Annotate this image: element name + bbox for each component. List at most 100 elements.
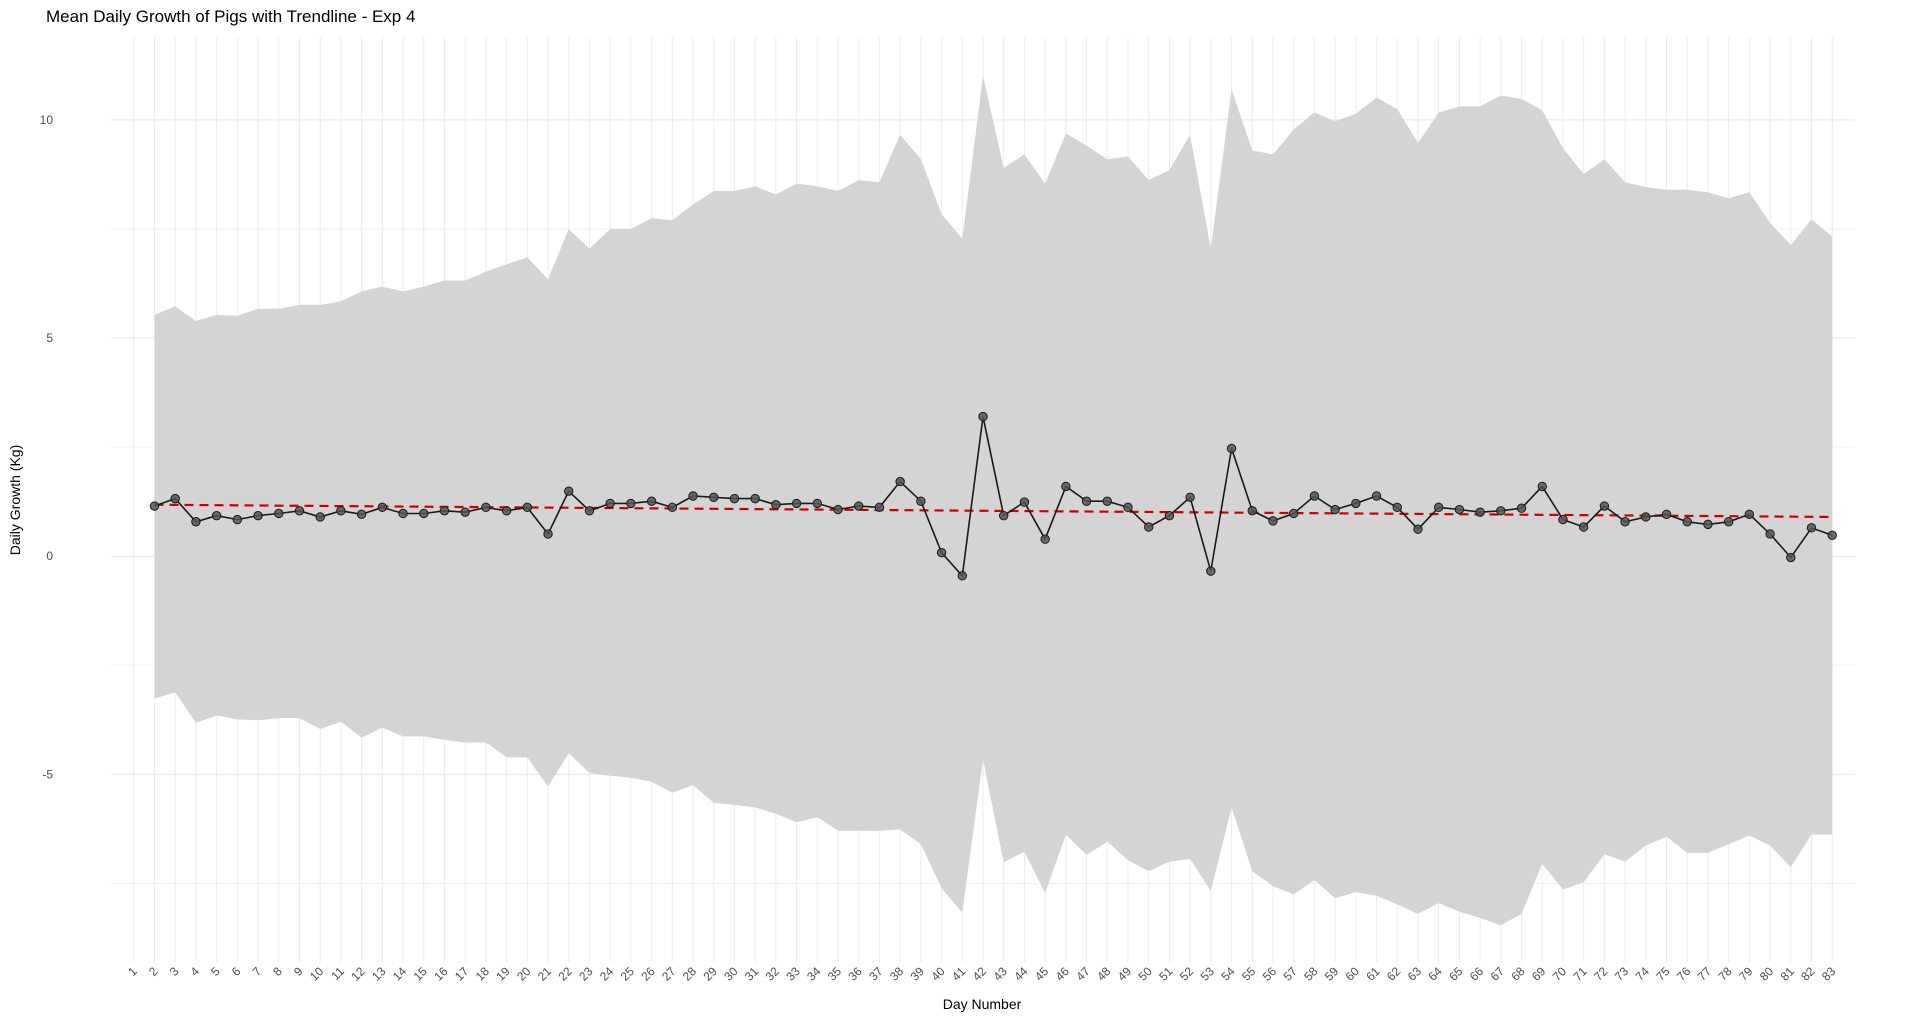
mean-point [1558,514,1568,525]
mean-point [1351,498,1361,509]
mean-point [211,510,222,521]
x-tick-label: 4 [187,964,202,979]
mean-point [1454,504,1465,515]
x-tick-label: 27 [659,964,679,984]
mean-point [936,548,947,558]
x-tick-label: 6 [229,964,244,979]
mean-point [460,507,470,517]
mean-point [854,501,864,511]
mean-point [232,514,243,525]
mean-point [1040,534,1050,544]
mean-point [191,517,201,527]
x-tick-label: 78 [1715,964,1735,984]
mean-point [1309,491,1320,501]
mean-point [419,508,429,519]
x-tick-label: 20 [514,964,534,984]
mean-point [1081,496,1092,506]
mean-point [1620,517,1630,527]
mean-point [1019,497,1030,507]
mean-point [1226,443,1237,454]
x-tick-label: 67 [1488,964,1508,984]
x-tick-label: 80 [1757,964,1777,984]
x-tick-label: 42 [970,964,990,984]
x-tick-label: 57 [1280,964,1300,984]
mean-point [1661,509,1672,520]
x-tick-label: 70 [1550,964,1570,984]
x-tick-label: 65 [1446,964,1466,984]
x-tick-label: 38 [887,964,907,984]
x-tick-label: 46 [1053,964,1073,984]
mean-point [1599,501,1610,511]
mean-point [1413,524,1423,534]
chart-title: Mean Daily Growth of Pigs with Trendline… [46,7,415,26]
x-tick-label: 50 [1135,964,1155,984]
x-tick-label: 51 [1156,964,1176,984]
x-tick-label: 44 [1011,964,1031,984]
mean-point [1703,519,1713,530]
mean-point [978,411,988,422]
x-tick-label: 59 [1322,964,1342,984]
x-tick-label: 30 [721,964,741,984]
mean-point [750,493,760,504]
mean-point [709,492,719,503]
mean-point [771,500,781,510]
mean-point [1806,523,1817,533]
x-tick-label: 55 [1239,964,1259,984]
x-tick-label: 5 [208,964,223,979]
mean-point [646,496,657,506]
x-tick-label: 74 [1633,964,1653,984]
x-tick-label: 54 [1218,964,1238,984]
x-tick-label: 68 [1508,964,1528,984]
mean-point [605,498,615,509]
mean-point [1268,516,1278,526]
x-tick-label: 3 [167,964,182,979]
y-tick-label: 10 [40,113,54,127]
mean-point [584,506,595,516]
mean-point [1102,496,1112,506]
mean-point [1537,481,1547,492]
mean-point [543,529,553,539]
mean-point [1723,517,1734,527]
x-tick-label: 8 [270,964,285,979]
mean-point [1144,522,1154,532]
mean-point [916,496,926,506]
mean-point [791,498,802,509]
x-tick-label: 32 [763,964,783,984]
x-tick-label: 23 [576,964,596,984]
mean-point [1475,507,1485,517]
confidence-ribbon [154,75,1833,926]
x-tick-label: 77 [1695,964,1715,984]
x-tick-label: 63 [1405,964,1425,984]
mean-point [564,486,574,496]
x-tick-label: 79 [1736,964,1756,984]
mean-point [274,508,284,519]
x-tick-label: 16 [431,964,451,984]
x-tick-label: 60 [1343,964,1363,984]
x-tick-label: 58 [1301,964,1321,984]
mean-point [1786,552,1796,563]
x-tick-label: 12 [348,964,368,984]
x-tick-label: 76 [1674,964,1694,984]
x-tick-label: 9 [291,964,306,979]
x-tick-label: 10 [307,964,327,984]
mean-point [895,476,905,487]
x-tick-label: 82 [1798,964,1818,984]
x-tick-label: 64 [1425,964,1445,984]
y-tick-label: 5 [46,331,53,345]
x-tick-label: 36 [845,964,865,984]
x-tick-label: 13 [369,964,389,984]
mean-point [833,504,843,515]
mean-point [377,502,388,513]
x-tick-label: 19 [493,964,513,984]
mean-point [1288,508,1299,519]
x-axis-title: Day Number [943,996,1022,1012]
x-tick-label: 28 [680,964,700,984]
mean-point [1371,491,1382,501]
y-axis-title: Daily Growth (Kg) [7,445,23,555]
mean-point [1247,506,1257,516]
mean-point [315,512,325,522]
mean-point [439,506,450,516]
mean-point [1330,504,1340,515]
mean-point [626,498,636,509]
y-tick-label: -5 [42,767,53,781]
